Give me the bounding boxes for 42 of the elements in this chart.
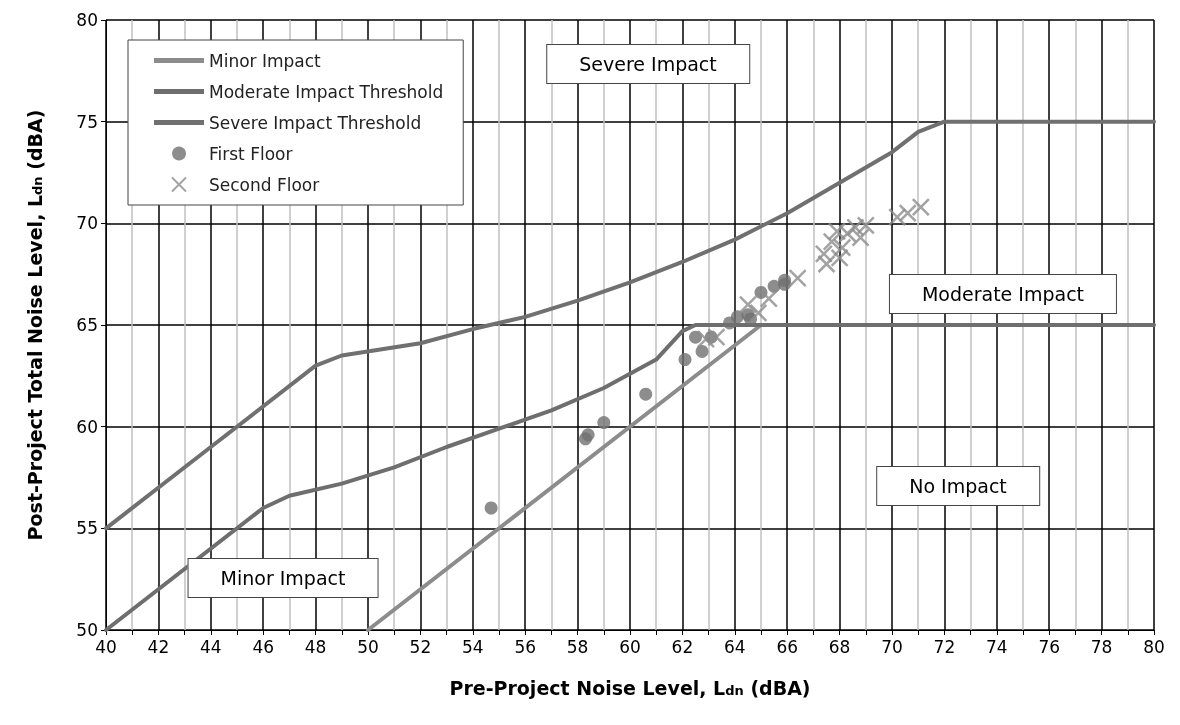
y-tick-label: 70 (76, 213, 98, 234)
note-box: Severe Impact (546, 44, 750, 84)
x-tick-label: 68 (828, 636, 851, 657)
x-tick-label: 70 (881, 636, 903, 657)
x-tick-label: 76 (1038, 636, 1061, 657)
legend-label: Minor Impact (209, 50, 322, 71)
y-tick-label: 55 (76, 518, 98, 539)
x-tick-label: 74 (985, 636, 1008, 657)
note-box: Minor Impact (187, 558, 379, 598)
x-tick-label: 54 (461, 636, 484, 657)
x-tick-label: 62 (671, 636, 694, 657)
x-tick-label: 42 (147, 636, 170, 657)
x-tick-label: 40 (95, 636, 117, 657)
x-tick-label: 78 (1090, 636, 1113, 657)
x-tick-label: 48 (304, 636, 327, 657)
x-tick-label: 50 (357, 636, 379, 657)
note-box: No Impact (876, 466, 1040, 506)
y-tick-label: 65 (76, 315, 98, 335)
note-box: Moderate Impact (888, 274, 1118, 314)
annotation: Moderate Impact (921, 283, 1085, 305)
legend-label: Moderate Impact Threshold (209, 81, 444, 102)
legend-label: Second Floor (209, 174, 320, 195)
x-tick-label: 52 (409, 636, 432, 657)
x-tick-label: 66 (776, 636, 799, 657)
y-tick-label: 75 (76, 111, 98, 132)
x-tick-label: 72 (933, 636, 956, 657)
x-tick-label: 44 (199, 636, 222, 657)
legend-label: First Floor (209, 143, 293, 164)
y-tick-label: 50 (76, 620, 98, 640)
y-tick-label: 80 (76, 10, 98, 30)
x-axis-title: Pre-Project Noise Level, Ldn (dBA) (449, 676, 811, 699)
x-tick-label: 56 (514, 636, 537, 657)
x-tick-label: 80 (1143, 636, 1165, 657)
x-tick-label: 64 (723, 636, 746, 657)
x-tick-label: 60 (619, 636, 641, 657)
annotation: Severe Impact (579, 53, 717, 75)
legend-label: Severe Impact Threshold (209, 112, 422, 133)
y-tick-label: 60 (76, 416, 98, 437)
annotation: Minor Impact (220, 567, 346, 589)
x-tick-label: 46 (252, 636, 275, 657)
x-tick-label: 58 (566, 636, 589, 657)
annotation: No Impact (909, 475, 1007, 497)
